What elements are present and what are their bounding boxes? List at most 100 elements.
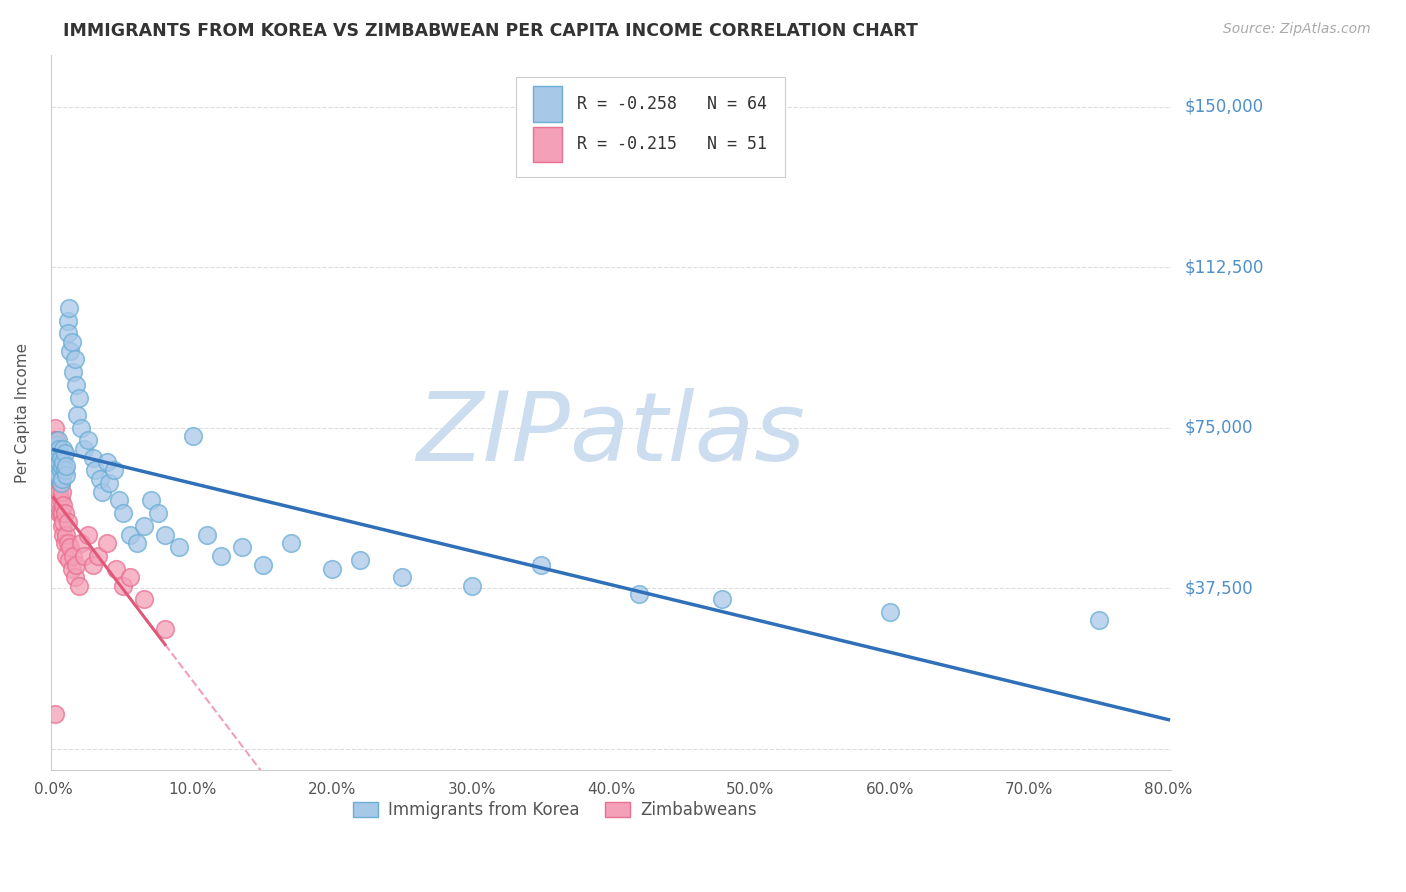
FancyBboxPatch shape (533, 86, 562, 121)
Point (49, 450, 72, 465)
Point (49, 463, 72, 477)
Text: Source: ZipAtlas.com: Source: ZipAtlas.com (1223, 22, 1371, 37)
Point (55, 467, 77, 482)
Point (67, 579, 90, 593)
Point (65, 377, 87, 392)
Point (52, 498, 75, 512)
Point (48, 455, 70, 469)
Point (96, 455, 118, 469)
Point (65, 558, 87, 572)
Point (46, 459, 69, 474)
Point (46, 446, 69, 460)
Point (120, 570, 142, 584)
Point (108, 493, 131, 508)
Point (460, 579, 482, 593)
Point (153, 622, 176, 636)
Point (53, 536, 76, 550)
Point (112, 506, 135, 520)
Point (167, 541, 190, 555)
Point (60, 334, 83, 349)
Point (44, 707, 66, 722)
Point (49, 506, 72, 520)
Legend: Immigrants from Korea, Zimbabweans: Immigrants from Korea, Zimbabweans (347, 795, 763, 826)
Point (48, 472, 70, 486)
Point (91, 484, 114, 499)
Point (321, 562, 343, 576)
Point (82, 558, 104, 572)
Point (44, 420, 66, 434)
Point (62, 365, 84, 379)
Point (44, 472, 66, 486)
Point (711, 591, 734, 606)
Point (349, 553, 371, 567)
Point (56, 536, 79, 550)
Point (141, 493, 163, 508)
Point (82, 450, 104, 465)
Point (73, 442, 96, 456)
Point (58, 301, 80, 315)
Point (56, 313, 79, 327)
Point (44, 463, 66, 477)
Point (51, 459, 73, 474)
Point (146, 506, 169, 520)
Point (60, 562, 83, 576)
Point (55, 549, 77, 563)
Point (53, 506, 76, 520)
Point (70, 420, 93, 434)
Point (51, 519, 73, 533)
Point (52, 527, 75, 541)
Point (48, 455, 70, 469)
Point (77, 434, 100, 448)
Point (103, 463, 125, 477)
Point (252, 558, 274, 572)
Point (45, 450, 67, 465)
Point (530, 558, 553, 572)
Point (44, 442, 66, 456)
Point (55, 459, 77, 474)
Point (49, 476, 72, 491)
Point (59, 541, 82, 555)
Point (87, 549, 110, 563)
Point (44, 450, 66, 465)
Point (120, 527, 142, 541)
Point (181, 429, 204, 443)
Point (112, 579, 135, 593)
Point (56, 326, 79, 341)
Point (53, 463, 76, 477)
Point (89, 472, 111, 486)
Text: IMMIGRANTS FROM KOREA VS ZIMBABWEAN PER CAPITA INCOME CORRELATION CHART: IMMIGRANTS FROM KOREA VS ZIMBABWEAN PER … (63, 22, 918, 40)
Text: $75,000: $75,000 (1185, 418, 1254, 436)
Point (63, 352, 86, 367)
Point (134, 519, 156, 533)
Point (49, 493, 72, 508)
Point (879, 605, 901, 619)
Point (51, 506, 73, 520)
Point (70, 536, 93, 550)
Point (44, 434, 66, 448)
Point (51, 484, 73, 499)
Point (391, 570, 413, 584)
Point (52, 442, 75, 456)
Point (153, 527, 176, 541)
FancyBboxPatch shape (533, 127, 562, 162)
Text: $112,500: $112,500 (1185, 258, 1264, 276)
Point (45, 438, 67, 452)
Point (105, 562, 128, 576)
Point (45, 484, 67, 499)
Text: $150,000: $150,000 (1185, 97, 1264, 115)
Point (209, 549, 232, 563)
Point (48, 506, 70, 520)
Point (56, 515, 79, 529)
Point (66, 408, 89, 422)
Point (46, 472, 69, 486)
Point (77, 527, 100, 541)
Text: R = -0.215   N = 51: R = -0.215 N = 51 (578, 136, 768, 153)
Point (49, 476, 72, 491)
Point (63, 570, 86, 584)
Point (127, 536, 149, 550)
Point (45, 459, 67, 474)
Point (51, 472, 73, 486)
Point (46, 434, 69, 448)
Point (98, 476, 121, 491)
Point (67, 391, 90, 405)
